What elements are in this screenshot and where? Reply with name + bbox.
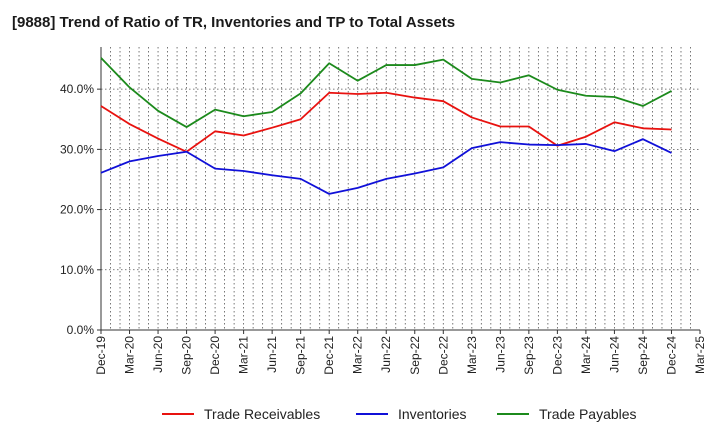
x-tick-label: Mar-23 — [465, 336, 479, 374]
series-line-trade-payables — [100, 57, 672, 128]
x-tick-label: Jun-20 — [151, 336, 165, 373]
x-tick-label: Dec-21 — [322, 336, 336, 375]
x-tick-label: Mar-22 — [351, 336, 365, 374]
chart-title: [9888] Trend of Ratio of TR, Inventories… — [12, 14, 456, 31]
x-tick-label: Mar-21 — [237, 336, 251, 374]
x-tick-label: Jun-22 — [379, 336, 393, 373]
series-line-inventories — [100, 138, 672, 195]
y-tick-label: 40.0% — [60, 82, 94, 96]
y-tick-label: 10.0% — [60, 263, 94, 277]
x-tick-label: Sep-20 — [180, 336, 194, 375]
x-tick-label: Sep-21 — [294, 336, 308, 375]
series-line-trade-receivables — [100, 91, 672, 153]
x-tick-label: Mar-24 — [579, 336, 593, 374]
y-tick-label: 0.0% — [67, 323, 95, 337]
x-tick-label: Sep-23 — [522, 336, 536, 375]
y-tick-label: 30.0% — [60, 142, 94, 156]
legend-label-trade-payables: Trade Payables — [539, 406, 637, 422]
x-tick-label: Sep-24 — [636, 336, 650, 375]
x-tick-label: Dec-20 — [208, 336, 222, 375]
plot-area — [101, 47, 700, 330]
x-tick-label: Dec-22 — [436, 336, 450, 375]
legend-label-inventories: Inventories — [398, 406, 466, 422]
legend-label-trade-receivables: Trade Receivables — [204, 406, 320, 422]
x-tick-label: Dec-23 — [550, 336, 564, 375]
x-tick-label: Mar-20 — [123, 336, 137, 374]
y-tick-label: 20.0% — [60, 203, 94, 217]
x-tick-label: Jun-23 — [493, 336, 507, 373]
x-tick-label: Mar-25 — [693, 336, 707, 374]
x-tick-label: Sep-22 — [408, 336, 422, 375]
x-tick-label: Jun-24 — [607, 336, 621, 373]
x-tick-label: Jun-21 — [265, 336, 279, 373]
x-tick-label: Dec-19 — [94, 336, 108, 375]
x-tick-label: Dec-24 — [664, 336, 678, 375]
